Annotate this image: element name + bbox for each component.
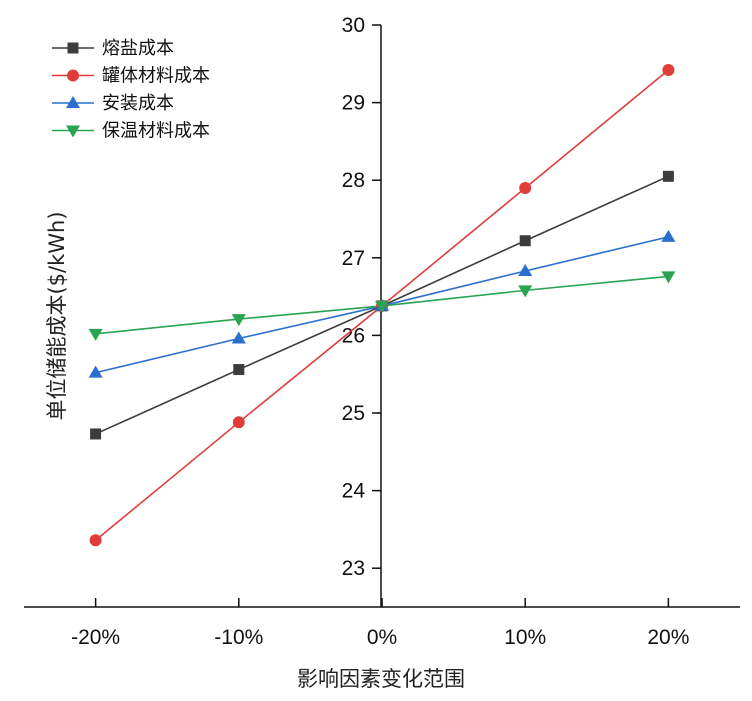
data-point-series-1 [232,416,245,429]
legend-label-2: 安装成本 [102,93,174,114]
axes: -20% -10% 0% 10% 20% 23 24 25 26 27 28 29 30 [24,14,740,649]
data-point-series-2 [518,263,533,276]
x-axis-title: 影响因素变化范围 [297,667,465,691]
y-tick-label: 25 [342,402,365,425]
data-point-series-3 [88,328,103,341]
x-tick-label: -20% [71,626,120,649]
y-axis-title: 单位储能成本($/kWh) [45,211,69,420]
legend-marker-0 [67,42,79,54]
x-tick-label: 0% [367,626,397,649]
legend-label-1: 罐体材料成本 [102,66,210,87]
legend-label-0: 熔盐成本 [102,38,174,59]
y-tick-label: 24 [342,480,366,503]
y-tick-label: 27 [342,247,365,270]
data-point-series-3 [661,271,676,284]
data-point-series-0 [662,170,674,182]
legend-marker-2 [66,96,80,108]
y-tick-label: 28 [342,169,365,192]
data-point-series-3 [231,314,246,327]
data-point-series-1 [519,181,532,194]
x-tick-label: 20% [647,626,689,649]
data-point-series-1 [89,534,102,547]
data-point-series-0 [519,235,531,247]
x-tick-label: 10% [504,626,546,649]
y-tick-label: 26 [342,324,365,347]
data-point-series-1 [662,64,675,77]
series-markers [88,64,676,547]
data-point-series-0 [90,428,102,440]
y-tick-label: 23 [342,557,365,580]
legend-label-3: 保温材料成本 [102,121,210,142]
x-tick-label: -10% [214,626,263,649]
data-point-series-2 [88,365,103,378]
legend-marker-1 [67,69,79,82]
y-tick-label: 30 [342,14,365,37]
data-point-series-3 [518,285,533,298]
y-tick-label: 29 [342,92,365,115]
legend-marker-3 [66,125,80,138]
data-point-series-3 [375,300,389,313]
data-point-series-0 [233,364,245,376]
data-point-series-2 [661,229,676,242]
data-point-series-2 [231,331,246,344]
